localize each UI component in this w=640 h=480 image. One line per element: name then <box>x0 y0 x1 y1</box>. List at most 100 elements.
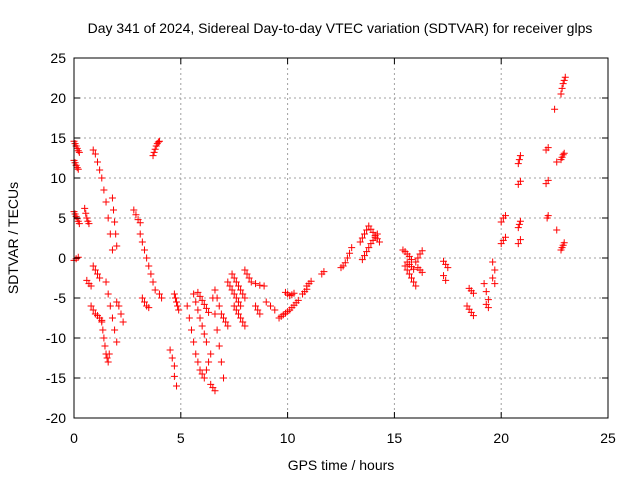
data-point <box>418 268 426 276</box>
series-arc-bp <box>557 149 568 164</box>
data-point <box>290 289 298 297</box>
data-point <box>414 254 422 262</box>
data-point <box>111 326 119 334</box>
data-point <box>113 242 121 250</box>
data-point <box>363 226 371 234</box>
data-point <box>140 298 148 306</box>
data-point <box>412 282 420 290</box>
data-point <box>74 253 82 261</box>
series-arc-af <box>247 278 268 290</box>
data-point <box>96 274 104 282</box>
series-arc-an <box>337 259 349 272</box>
data-point <box>192 298 200 306</box>
data-point <box>213 294 221 302</box>
data-point <box>205 308 213 316</box>
data-point <box>91 150 99 158</box>
data-point <box>175 306 183 314</box>
data-point <box>515 156 523 164</box>
data-point <box>514 160 522 168</box>
data-point <box>491 280 499 288</box>
data-point <box>96 166 104 174</box>
data-point <box>202 338 210 346</box>
x-tick-label: 5 <box>177 430 185 446</box>
data-point <box>230 274 238 282</box>
series-arc-z <box>207 380 219 395</box>
series-arc-bd <box>489 274 499 288</box>
data-point <box>119 318 127 326</box>
series-arc-p <box>138 294 153 312</box>
data-point <box>489 274 497 282</box>
data-point <box>93 158 101 166</box>
data-point <box>260 282 268 290</box>
data-point <box>74 165 82 173</box>
data-point <box>198 370 206 378</box>
data-point <box>407 256 415 264</box>
series-arc-at <box>403 258 418 273</box>
data-point <box>489 258 497 266</box>
series-arc-ah <box>262 298 279 314</box>
data-point <box>213 326 221 334</box>
data-point <box>363 248 371 256</box>
data-point <box>491 266 499 274</box>
data-point <box>87 282 95 290</box>
data-point <box>185 314 193 322</box>
data-point <box>516 236 524 244</box>
data-point <box>560 76 568 84</box>
data-point <box>346 249 354 257</box>
data-point <box>174 302 182 310</box>
data-point <box>187 326 195 334</box>
data-point <box>149 278 157 286</box>
data-point <box>243 270 251 278</box>
series-arc-ab <box>224 278 245 310</box>
data-point <box>514 224 522 232</box>
series-arc-m <box>113 298 127 326</box>
data-point <box>497 218 505 226</box>
data-point <box>544 212 552 220</box>
series-arc-bo <box>553 226 561 234</box>
data-point <box>230 302 238 310</box>
data-point <box>365 244 373 252</box>
series-arc-bf <box>497 233 509 248</box>
data-point <box>252 280 260 288</box>
axis-ticks: 0 5 10 15 20 25 -20 -15 -10 -5 0 5 10 15 20 25 <box>46 50 616 446</box>
data-point <box>87 302 95 310</box>
data-point <box>104 214 112 222</box>
series-arc-f <box>83 276 95 290</box>
data-point <box>190 338 198 346</box>
data-point <box>215 342 223 350</box>
x-tick-label: 0 <box>70 430 78 446</box>
data-point <box>82 209 90 217</box>
data-point <box>202 304 210 312</box>
data-point <box>220 314 228 322</box>
data-point <box>110 206 118 214</box>
data-point <box>544 144 552 152</box>
series-arc-ax <box>440 272 450 284</box>
data-point <box>173 382 181 390</box>
x-tick-label: 10 <box>280 430 296 446</box>
data-point <box>183 302 191 310</box>
data-point <box>108 314 116 322</box>
data-point <box>375 238 383 246</box>
series-arc-bm <box>543 212 552 222</box>
series-arc-am <box>318 268 328 278</box>
data-point <box>155 290 163 298</box>
series-arc-g <box>89 146 116 254</box>
data-point <box>516 217 524 225</box>
data-point <box>561 73 569 81</box>
data-point <box>140 246 148 254</box>
data-point <box>559 80 567 88</box>
data-point <box>194 288 202 296</box>
data-point <box>516 152 524 160</box>
data-point <box>113 338 121 346</box>
data-point <box>232 278 240 286</box>
data-point <box>115 302 123 310</box>
data-point <box>469 312 477 320</box>
data-point <box>132 211 140 219</box>
data-point <box>190 290 198 298</box>
series-arc-bi <box>514 217 524 232</box>
x-axis-label: GPS time / hours <box>288 457 395 473</box>
data-point <box>271 306 279 314</box>
x-tick-label: 25 <box>600 430 616 446</box>
series-arc-o <box>136 230 159 294</box>
